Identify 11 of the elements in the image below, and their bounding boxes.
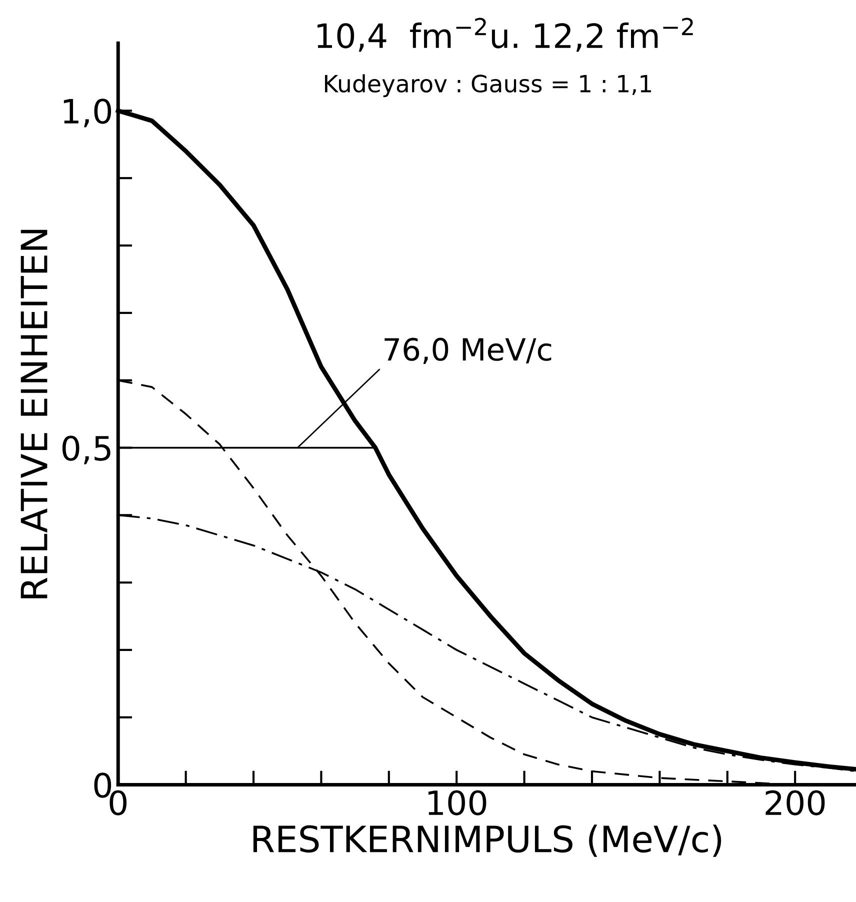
annotation: 76,0 MeV/c: [384, 338, 552, 364]
x-tick-label: 0: [110, 790, 127, 816]
y-axis-title: RELATIVE EINHEITEN: [20, 230, 48, 598]
x-tick-label: 200: [766, 790, 825, 816]
y-tick-label: 1,0: [64, 98, 112, 128]
x-axis-title: RESTKERNIMPULS (MeV/c): [253, 824, 722, 857]
x-tick-label: 100: [428, 790, 486, 816]
y-tick-label: 0: [94, 772, 112, 798]
y-tick-label: 0,5: [62, 436, 110, 464]
chart-title: 10,4 fm$^{−2}$u. 12,2 fm$^{−2}$: [318, 18, 693, 52]
text: Kudeyarov : Gauss = 1 : 1,1: [325, 74, 651, 98]
